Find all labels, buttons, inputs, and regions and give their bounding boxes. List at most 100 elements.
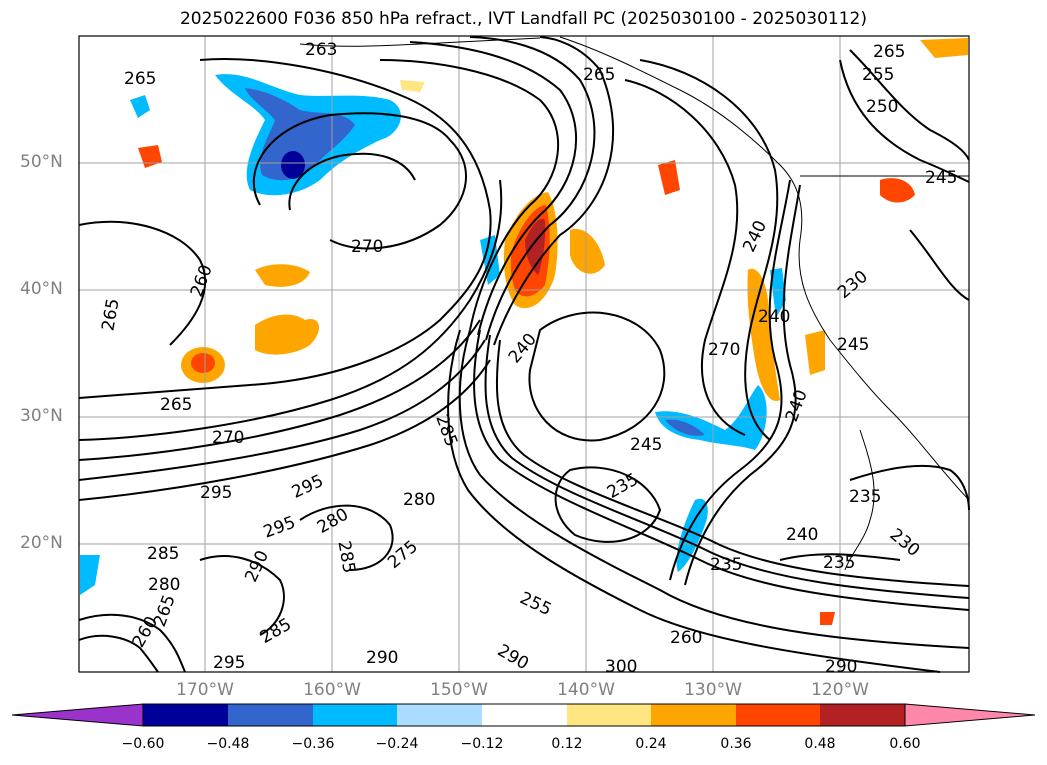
colorbar-tick-label: 0.60: [889, 736, 921, 752]
contour-label: 245: [837, 335, 869, 355]
contour-label: 265: [124, 69, 156, 89]
map-title: 2025022600 F036 850 hPa refract., IVT La…: [179, 9, 867, 29]
contour-label: 235: [849, 487, 881, 507]
contour-label: 250: [866, 97, 898, 117]
pos-shade-ne: [880, 178, 915, 203]
colorbar-tick-label: 0.24: [635, 736, 667, 752]
pos-shade-coast: [747, 268, 780, 401]
coast-aleutians: [299, 37, 541, 47]
contour-sw-4: [299, 504, 394, 571]
contour-280: [78, 339, 486, 481]
contour-ne-3: [909, 229, 970, 301]
contour-jet-9: [447, 329, 941, 673]
contour-jet-3: [469, 36, 596, 341]
contour-label: 240: [786, 525, 818, 545]
coast-west-na: [559, 36, 970, 501]
contour-label: 285: [147, 544, 179, 564]
neg-shade-baja: [655, 385, 767, 450]
pos-shade-small-1: [138, 145, 162, 168]
neg-shade-alaska-core: [245, 88, 355, 181]
contour-label: 260: [670, 628, 702, 648]
pos-shade-coast-2: [805, 330, 825, 375]
colorbar-tick-label: −0.48: [206, 736, 250, 752]
contour-ne-1: [849, 49, 970, 161]
contour-jet-1: [379, 59, 560, 331]
contour-label: 270: [708, 340, 740, 360]
contour-270: [78, 179, 503, 441]
lon-label: 140°W: [557, 680, 615, 700]
contour-jet-7: [495, 339, 970, 587]
contour-265: [78, 58, 492, 399]
colorbar-tick-label: 0.36: [720, 736, 752, 752]
contour-285: [78, 359, 491, 501]
contour-label: 265: [583, 65, 615, 85]
contour-label: 290: [825, 657, 857, 677]
lat-label: 40°N: [20, 279, 63, 299]
colorbar-tick-label: −0.12: [460, 736, 504, 752]
colorbar-bin: [313, 704, 397, 726]
contour-label: 270: [351, 237, 383, 257]
neg-shade-west: [80, 555, 100, 595]
colorbar-extend-low: [11, 703, 144, 727]
contour-sw-3: [199, 555, 285, 636]
colorbar-bin: [397, 704, 482, 726]
neg-shade-baja-core: [665, 419, 705, 436]
colorbar-tick-label: −0.60: [121, 736, 165, 752]
pos-shade-ne-corner: [920, 38, 968, 58]
neg-shade-coast: [770, 268, 786, 318]
pos-shade-small-4: [820, 612, 835, 625]
coast-baja: [844, 429, 875, 571]
colorbar-tick-label: 0.12: [551, 736, 583, 752]
contour-label: 265: [873, 42, 905, 62]
lat-label: 30°N: [20, 406, 63, 426]
contour-high-1: [528, 311, 666, 442]
pos-shade-2: [570, 229, 605, 274]
colorbar-extend-high: [904, 703, 1036, 727]
contour-label: 255: [862, 65, 894, 85]
contours: [78, 36, 970, 673]
colorbar-tick-label: 0.48: [804, 736, 836, 752]
contour-275: [78, 319, 481, 461]
contour-label: 263: [305, 40, 337, 60]
contour-label: 235: [823, 553, 855, 573]
contour-ridge-2: [624, 79, 746, 436]
colorbar-bin: [736, 704, 820, 726]
colorbar-bin: [228, 704, 313, 726]
contour-jet-6: [484, 334, 970, 599]
contour-sw-1: [78, 613, 186, 673]
contour-label: 280: [403, 490, 435, 510]
contour-label: 235: [710, 555, 742, 575]
contour-label: 280: [148, 575, 180, 595]
contour-high-2: [554, 466, 662, 543]
contour-low-2: [288, 152, 416, 211]
contour-label: 295: [213, 653, 245, 673]
contour-sw-2: [78, 634, 159, 673]
contour-jet-2: [409, 41, 578, 336]
colorbar-bin: [567, 704, 651, 726]
contour-se-1: [849, 464, 970, 511]
contour-label: 270: [212, 428, 244, 448]
pos-shade-west-1-core: [191, 353, 215, 373]
contour-jet-5: [473, 329, 970, 611]
lat-label: 20°N: [20, 533, 63, 553]
colorbar-tick-label: −0.24: [375, 736, 419, 752]
contour-low-1: [252, 112, 467, 250]
lon-label: 170°W: [176, 680, 234, 700]
contour-label: 245: [630, 435, 662, 455]
colorbar: [11, 703, 1036, 727]
contour-label: 290: [366, 648, 398, 668]
pos-shade-small-3: [400, 80, 425, 92]
contour-ridge-4: [684, 184, 801, 586]
contour-label: 245: [925, 168, 957, 188]
pos-shade-west-3: [255, 264, 310, 287]
colorbar-bin: [651, 704, 736, 726]
contour-label: 240: [758, 307, 790, 327]
colorbar-frame: [142, 703, 906, 727]
neg-shade-small-1: [130, 95, 150, 118]
colorbar-bin: [482, 704, 567, 726]
contour-ridge-3: [669, 179, 791, 581]
pos-shade-small-2: [658, 160, 680, 195]
colorbar-tick-label: −0.36: [291, 736, 335, 752]
lon-label: 120°W: [811, 680, 869, 700]
